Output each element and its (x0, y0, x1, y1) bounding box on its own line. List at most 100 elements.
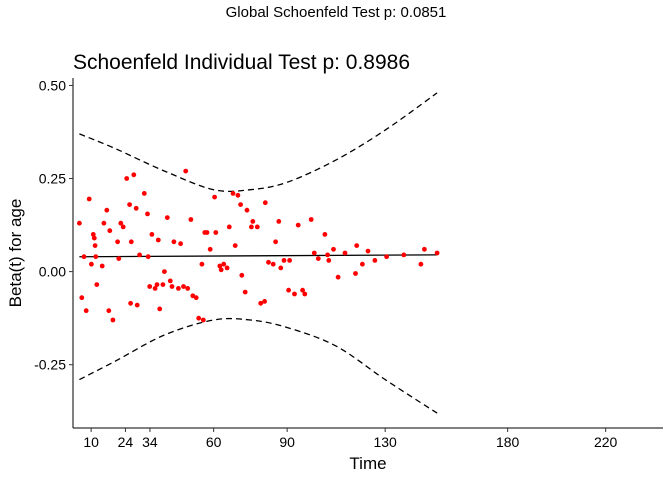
data-point (258, 300, 264, 306)
data-point (128, 300, 134, 306)
data-point (331, 246, 336, 252)
data-point (181, 284, 186, 289)
data-point (79, 295, 85, 301)
data-point (104, 207, 110, 213)
data-point (152, 286, 158, 291)
data-point (185, 286, 191, 291)
data-point (292, 291, 297, 297)
data-point (155, 237, 161, 243)
data-point (295, 222, 301, 228)
data-point (308, 217, 314, 222)
data-point (354, 243, 360, 249)
data-point (204, 230, 210, 235)
data-point (221, 261, 227, 267)
data-point (262, 299, 267, 304)
data-point (207, 246, 213, 252)
data-point (218, 267, 224, 273)
data-point (183, 168, 189, 174)
data-point (86, 196, 92, 202)
data-point (128, 239, 134, 245)
data-point (101, 220, 107, 226)
x-tick-label: 220 (594, 434, 618, 450)
data-point (83, 308, 89, 314)
data-point (147, 284, 153, 289)
data-point (90, 232, 96, 237)
tick-labels: -0.25 0.00 0.25 0.50 10 24 34 60 90 130 180 220 (34, 77, 617, 450)
data-point (311, 250, 317, 256)
data-point (249, 224, 254, 230)
data-point (224, 265, 230, 271)
data-point (157, 306, 163, 312)
data-point (154, 282, 160, 287)
x-tick-label: 34 (142, 434, 158, 450)
data-point (127, 202, 132, 208)
data-point (286, 287, 291, 293)
y-axis-label: Beta(t) for age (6, 199, 25, 308)
y-tick-label: 0.50 (39, 77, 66, 93)
data-point (106, 308, 112, 314)
data-point (226, 224, 232, 230)
x-axis-label: Time (349, 454, 386, 473)
lower-confidence-curve (79, 317, 438, 414)
x-tick-label: 180 (496, 434, 520, 450)
data-point (434, 250, 440, 256)
data-point (239, 272, 245, 278)
data-point (217, 263, 223, 269)
data-point (176, 286, 181, 291)
data-point (365, 248, 371, 254)
data-point (250, 219, 256, 224)
data-point (401, 252, 407, 258)
y-tick-label: 0.00 (39, 264, 66, 280)
data-point (287, 258, 292, 263)
data-point (281, 258, 287, 263)
data-point (213, 230, 219, 235)
fit-line-group (79, 254, 438, 258)
data-point (164, 215, 170, 221)
data-point (235, 192, 241, 198)
data-point (200, 317, 206, 323)
data-point (81, 254, 87, 260)
data-point (315, 256, 321, 261)
data-point (273, 239, 278, 245)
data-point (107, 228, 113, 234)
data-point (133, 205, 139, 211)
data-point (242, 289, 248, 295)
x-tick-label: 130 (373, 434, 397, 450)
data-point (230, 191, 236, 196)
data-point (131, 172, 137, 178)
data-point (167, 278, 173, 284)
data-point (160, 282, 166, 287)
data-point (145, 254, 151, 260)
data-point (137, 252, 143, 258)
x-tick-label: 10 (83, 434, 99, 450)
data-point (94, 282, 100, 287)
data-point (116, 256, 122, 261)
x-tick-label: 24 (118, 434, 134, 450)
axes (72, 78, 663, 429)
data-point (199, 261, 205, 267)
x-tick-label: 60 (206, 434, 222, 450)
data-point (134, 302, 140, 308)
data-point (244, 207, 250, 213)
data-point (372, 258, 378, 263)
data-point (91, 235, 97, 241)
data-point (162, 269, 167, 274)
data-point (360, 261, 365, 267)
data-point (212, 194, 218, 200)
data-point (110, 317, 116, 323)
fit-line (79, 254, 438, 258)
data-point (115, 239, 120, 245)
data-point (118, 220, 124, 226)
data-point (92, 243, 98, 249)
data-point (300, 287, 305, 293)
data-point (353, 271, 358, 276)
y-tick-label: -0.25 (34, 357, 66, 373)
data-point (326, 258, 332, 263)
data-point (145, 211, 150, 217)
data-point (232, 243, 238, 249)
data-point (89, 261, 94, 267)
data-point (196, 315, 202, 321)
data-point (418, 261, 424, 267)
data-point (422, 246, 427, 252)
